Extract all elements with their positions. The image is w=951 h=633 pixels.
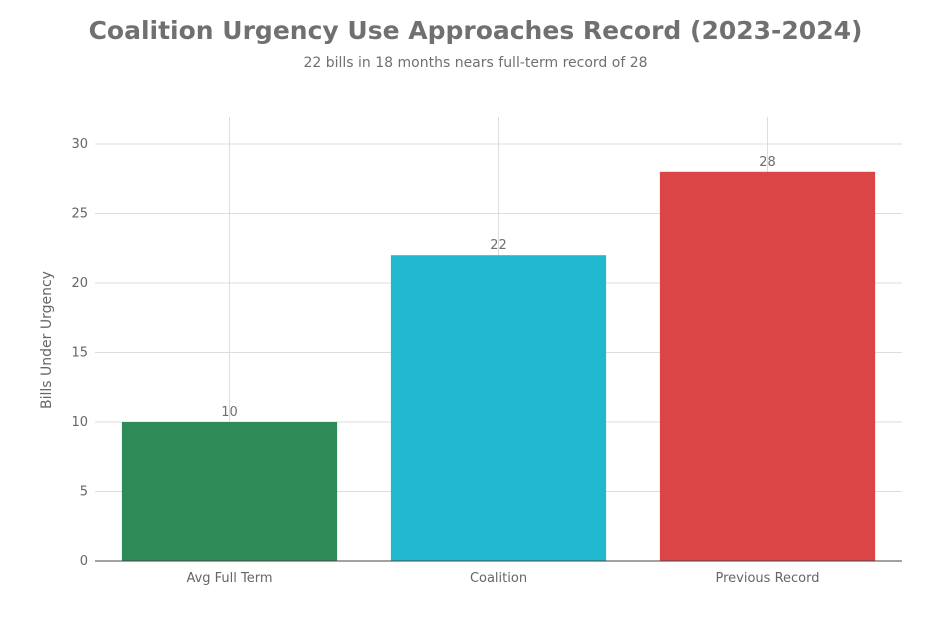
bar[interactable] — [659, 171, 876, 562]
y-tick-label: 20 — [71, 276, 88, 291]
y-tick-label: 25 — [71, 207, 88, 222]
y-tick-label: 15 — [71, 346, 88, 361]
y-tick-label: 10 — [71, 415, 88, 430]
y-axis-label: Bills Under Urgency — [39, 271, 55, 409]
y-tick-label: 5 — [80, 485, 88, 500]
bar[interactable] — [390, 255, 607, 561]
x-tick-label: Previous Record — [716, 571, 820, 586]
chart-title: Coalition Urgency Use Approaches Record … — [88, 16, 863, 45]
x-tick-label: Avg Full Term — [186, 571, 272, 586]
bar-value-label: 22 — [490, 238, 507, 253]
bar[interactable] — [121, 422, 338, 561]
chart-subtitle: 22 bills in 18 months nears full-term re… — [303, 55, 648, 71]
y-tick-label: 30 — [71, 137, 88, 152]
bar-value-label: 28 — [759, 155, 776, 170]
bar-value-label: 10 — [221, 405, 238, 420]
y-tick-label: 0 — [80, 554, 88, 569]
x-tick-label: Coalition — [470, 571, 527, 586]
